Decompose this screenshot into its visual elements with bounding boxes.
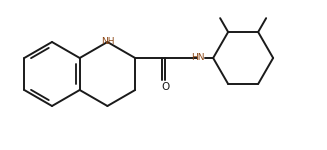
Text: O: O [161,82,169,92]
Text: NH: NH [101,36,114,45]
Text: HN: HN [191,52,205,62]
